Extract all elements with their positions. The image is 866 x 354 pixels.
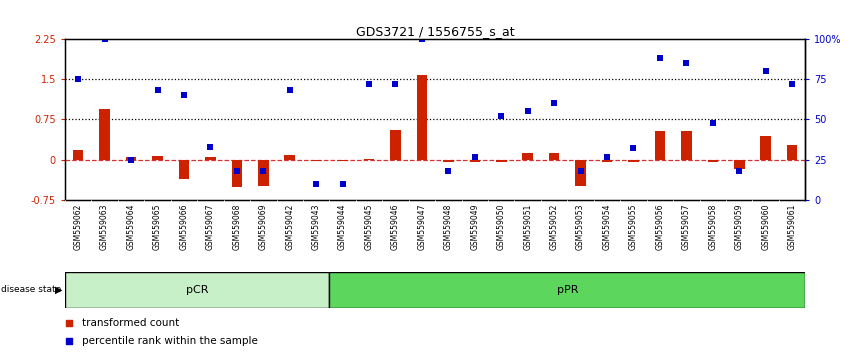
Text: GSM559056: GSM559056	[656, 203, 664, 250]
Text: GSM559066: GSM559066	[179, 203, 189, 250]
Point	[71, 76, 85, 82]
Point	[204, 144, 217, 150]
Text: GSM559067: GSM559067	[206, 203, 215, 250]
Text: pCR: pCR	[186, 285, 209, 295]
Point	[733, 168, 746, 174]
Point	[520, 109, 534, 114]
Text: GSM559044: GSM559044	[338, 203, 347, 250]
Text: GSM559057: GSM559057	[682, 203, 691, 250]
Text: GSM559054: GSM559054	[603, 203, 611, 250]
Text: GSM559068: GSM559068	[232, 203, 242, 250]
Text: percentile rank within the sample: percentile rank within the sample	[81, 336, 257, 346]
Point	[627, 145, 641, 151]
Point	[283, 88, 297, 93]
Text: GSM559046: GSM559046	[391, 203, 400, 250]
Bar	[469, 160, 480, 162]
Bar	[681, 131, 692, 160]
Point	[547, 101, 561, 106]
Text: transformed count: transformed count	[81, 318, 179, 328]
Bar	[364, 159, 374, 160]
Point	[415, 36, 429, 42]
Point	[336, 181, 350, 187]
Text: GSM559052: GSM559052	[550, 203, 559, 250]
Point	[600, 154, 614, 159]
Point	[759, 68, 772, 74]
Text: disease state: disease state	[1, 285, 61, 294]
Text: pPR: pPR	[557, 285, 578, 295]
Bar	[231, 160, 242, 187]
Text: GSM559058: GSM559058	[708, 203, 717, 250]
Text: GSM559048: GSM559048	[444, 203, 453, 250]
Text: GSM559051: GSM559051	[523, 203, 533, 250]
Point	[256, 168, 270, 174]
Bar	[284, 155, 295, 160]
Point	[177, 92, 191, 98]
Text: GSM559059: GSM559059	[734, 203, 744, 250]
Text: GSM559043: GSM559043	[312, 203, 320, 250]
Text: GSM559049: GSM559049	[470, 203, 479, 250]
Text: GDS3721 / 1556755_s_at: GDS3721 / 1556755_s_at	[356, 25, 514, 38]
Bar	[417, 75, 427, 160]
Bar	[522, 153, 533, 160]
Point	[62, 320, 76, 326]
Point	[573, 168, 587, 174]
Text: GSM559042: GSM559042	[285, 203, 294, 250]
Bar	[443, 160, 454, 162]
Text: GSM559055: GSM559055	[629, 203, 638, 250]
Point	[309, 181, 323, 187]
Bar	[391, 130, 401, 160]
Bar	[734, 160, 745, 170]
Bar	[126, 156, 136, 160]
Point	[98, 36, 112, 42]
Text: GSM559069: GSM559069	[259, 203, 268, 250]
Bar	[602, 160, 612, 162]
Text: GSM559063: GSM559063	[100, 203, 109, 250]
Point	[442, 168, 456, 174]
Point	[124, 157, 138, 162]
Point	[229, 168, 243, 174]
Bar	[655, 131, 665, 160]
Bar	[329, 272, 805, 308]
Bar	[338, 160, 348, 161]
Bar	[708, 160, 718, 162]
Point	[389, 81, 403, 87]
Bar	[787, 145, 798, 160]
Bar	[205, 157, 216, 160]
Bar	[496, 160, 507, 162]
Bar	[100, 109, 110, 160]
Text: GSM559047: GSM559047	[417, 203, 426, 250]
Text: GSM559050: GSM559050	[497, 203, 506, 250]
Text: GSM559060: GSM559060	[761, 203, 770, 250]
Bar	[178, 160, 190, 178]
Text: GSM559045: GSM559045	[365, 203, 373, 250]
Point	[362, 81, 376, 87]
Point	[468, 154, 481, 159]
Point	[653, 56, 667, 61]
Bar	[311, 160, 321, 161]
Text: GSM559064: GSM559064	[126, 203, 136, 250]
Point	[151, 88, 165, 93]
Bar	[73, 150, 83, 160]
Text: GSM559065: GSM559065	[153, 203, 162, 250]
Bar	[760, 136, 771, 160]
Bar	[152, 156, 163, 160]
Point	[706, 120, 720, 126]
Text: GSM559061: GSM559061	[788, 203, 797, 250]
Point	[62, 338, 76, 343]
Point	[785, 81, 799, 87]
Bar	[65, 272, 329, 308]
Text: GSM559062: GSM559062	[74, 203, 82, 250]
Bar	[575, 160, 586, 185]
Bar	[628, 160, 639, 162]
Bar	[549, 153, 559, 160]
Point	[494, 113, 508, 119]
Text: GSM559053: GSM559053	[576, 203, 585, 250]
Text: ▶: ▶	[55, 285, 62, 295]
Bar	[258, 160, 268, 185]
Point	[680, 60, 694, 66]
